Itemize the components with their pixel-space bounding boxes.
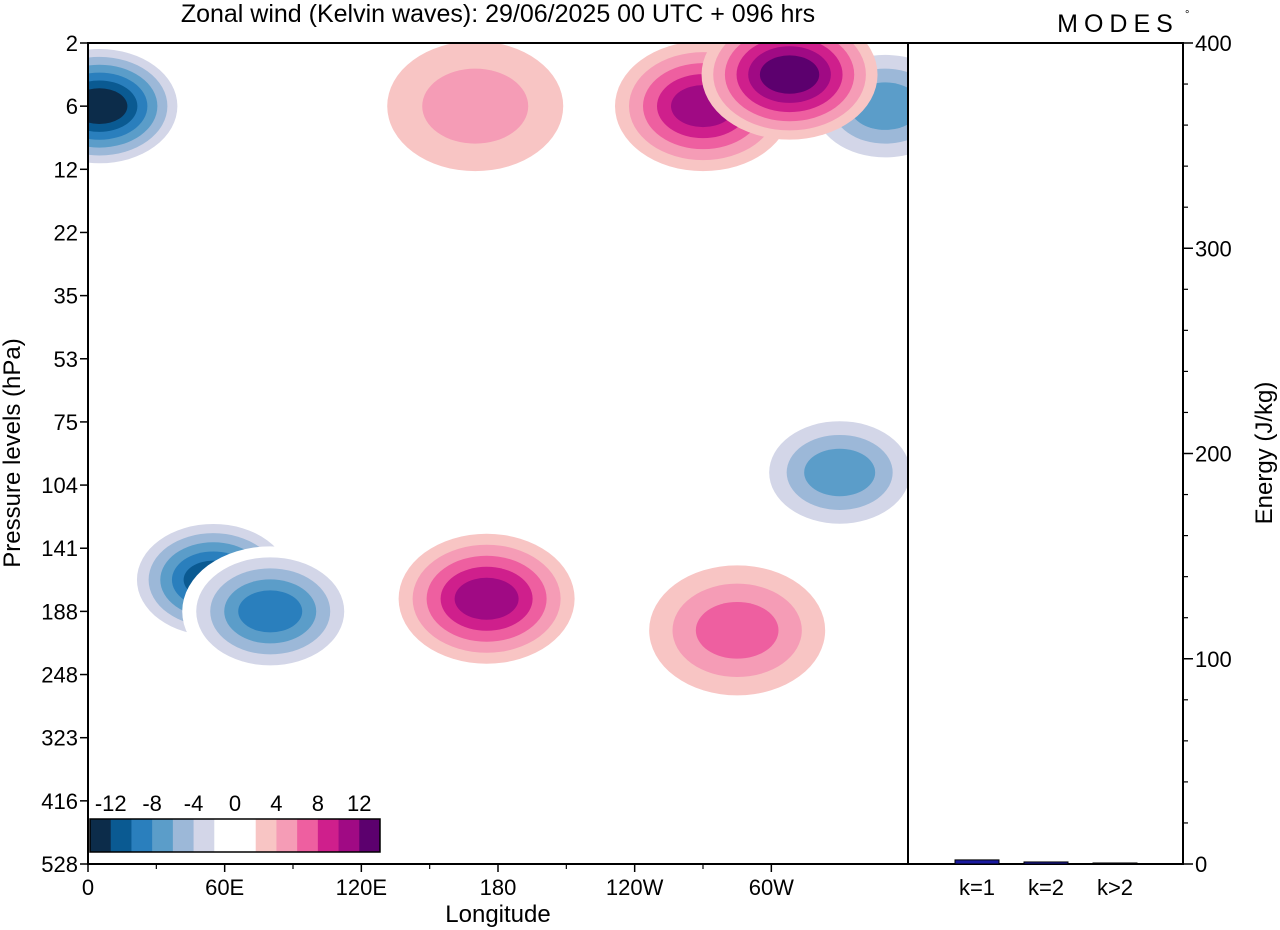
- y-tick-label: 141: [41, 536, 78, 561]
- energy-bars: k=1 k=2 k>2: [954, 859, 1138, 900]
- y-tick-label: 323: [41, 726, 78, 751]
- wind-anomaly-westerly-8: [649, 565, 826, 696]
- colorbar-swatch: [131, 819, 153, 852]
- x-tick-label: 60E: [205, 875, 244, 900]
- bar-category-label: k>2: [1097, 875, 1133, 900]
- y-tick-label: 188: [41, 599, 78, 624]
- colorbar-swatch: [255, 819, 277, 852]
- colorbar: -12 -8 -4 0 4 8 12: [89, 786, 381, 853]
- energy-axis-label: Energy (J/kg): [1251, 382, 1278, 525]
- colorbar-label: -8: [142, 791, 162, 816]
- contour-level: [804, 448, 876, 497]
- wind-anomaly-easterly-0: [88, 43, 188, 172]
- wind-anomaly-westerly-4: [701, 43, 878, 140]
- colorbar-label: 8: [312, 791, 324, 816]
- x-tick-label: 120W: [606, 875, 664, 900]
- colorbar-swatch: [172, 819, 195, 852]
- energy-tick-label: 100: [1195, 647, 1232, 672]
- colorbar-swatch: [110, 819, 132, 852]
- contour-level: [695, 601, 779, 659]
- energy-bar-2: [1023, 861, 1069, 865]
- heatmap-axes: 0 60E 120E 180 120W 60W Longitude 2 6 12 22 35 53 75 1…: [0, 31, 794, 928]
- energy-bar-3: [1092, 862, 1138, 865]
- contour-level: [422, 68, 529, 144]
- y-tick-label: 6: [66, 94, 78, 119]
- colorbar-label: -4: [184, 791, 204, 816]
- chart-title: Zonal wind (Kelvin waves): 29/06/2025 00…: [181, 0, 815, 28]
- colorbar-swatch: [235, 819, 257, 852]
- y-tick-label: 75: [54, 410, 78, 435]
- bar-category-label: k=1: [959, 875, 995, 900]
- colorbar-label: -12: [95, 791, 127, 816]
- wind-anomaly-westerly-2: [387, 43, 564, 172]
- y-tick-label: 528: [41, 852, 78, 877]
- y-tick-label: 248: [41, 663, 78, 688]
- y-tick-label: 104: [41, 473, 78, 498]
- energy-tick-label: 0: [1195, 852, 1207, 877]
- colorbar-label: 4: [270, 791, 282, 816]
- modes-logo-mark: °: [1185, 9, 1189, 21]
- contour-level: [238, 590, 303, 633]
- colorbar-swatch: [90, 819, 112, 852]
- y-tick-label: 12: [54, 157, 78, 182]
- wind-anomaly-easterly-9: [751, 407, 908, 538]
- x-tick-label: 180: [480, 875, 517, 900]
- y-tick-label: 53: [54, 347, 78, 372]
- wind-anomaly-westerly-3: [615, 43, 791, 172]
- contour-level: [759, 55, 820, 94]
- contour-level: [454, 577, 519, 620]
- x-tick-label: 60W: [749, 875, 794, 900]
- x-tick-label: 0: [82, 875, 94, 900]
- y-tick-label: 22: [54, 220, 78, 245]
- colorbar-swatch: [276, 819, 298, 852]
- colorbar-swatch: [297, 819, 319, 852]
- x-tick-label: 120E: [336, 875, 387, 900]
- energy-panel-frame: [907, 42, 1184, 865]
- contour-level: [88, 88, 128, 125]
- colorbar-swatch: [214, 819, 236, 852]
- colorbar-swatch: [359, 819, 381, 852]
- wind-anomaly-easterly-6: [182, 546, 359, 677]
- wind-anomaly-westerly-7: [398, 533, 575, 664]
- colorbar-swatch: [193, 819, 215, 852]
- y-tick-label: 35: [54, 284, 78, 309]
- bar-category-label: k=2: [1028, 875, 1064, 900]
- energy-bar-1: [954, 859, 1000, 865]
- colorbar-swatch: [338, 819, 360, 852]
- modes-logo: MODES: [1057, 10, 1179, 38]
- colorbar-swatch: [317, 819, 340, 852]
- energy-tick-label: 400: [1195, 31, 1232, 56]
- colorbar-frame: [89, 818, 381, 853]
- y-tick-label: 2: [66, 31, 78, 56]
- y-axis-label: Pressure levels (hPa): [0, 338, 26, 567]
- colorbar-swatch: [152, 819, 174, 852]
- energy-axes: 0 100 200 300 400 Energy (J/kg): [1183, 31, 1278, 877]
- colorbar-label: 0: [229, 791, 241, 816]
- energy-tick-label: 300: [1195, 236, 1232, 261]
- y-tick-label: 416: [41, 789, 78, 814]
- colorbar-label: 12: [347, 791, 371, 816]
- colorbar-label-backdrop: [90, 786, 380, 819]
- energy-tick-label: 200: [1195, 442, 1232, 467]
- zonal-wind-heatmap: [88, 43, 908, 696]
- x-axis-label: Longitude: [445, 901, 550, 928]
